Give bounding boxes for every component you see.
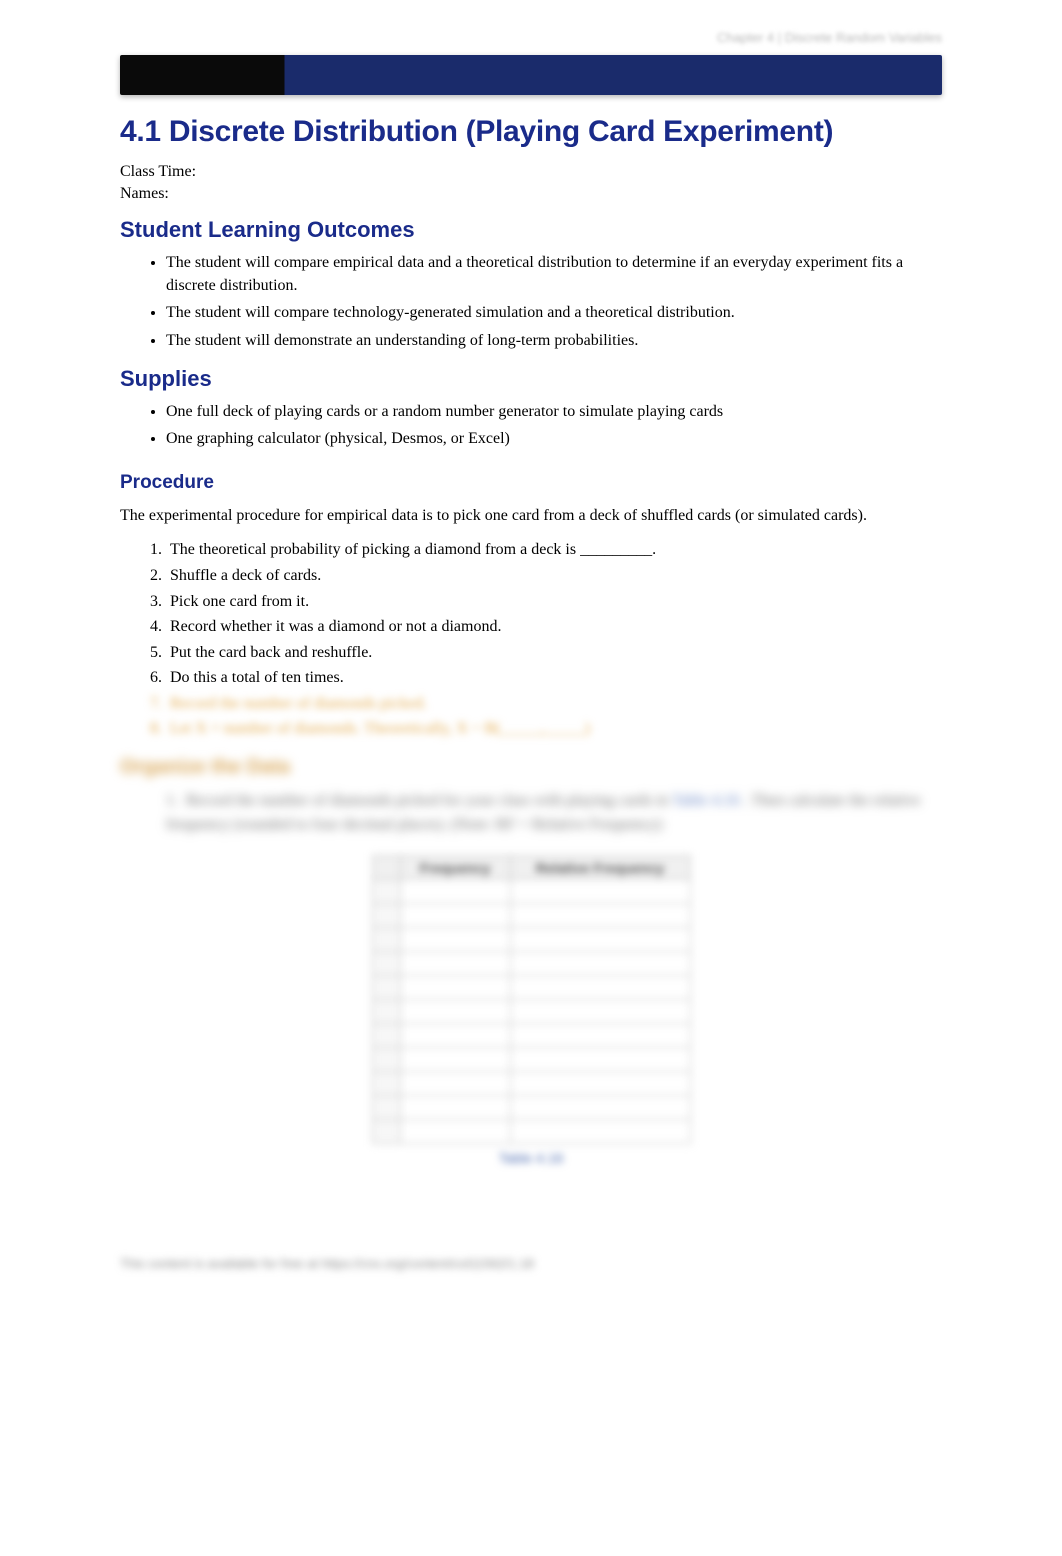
list-item: Put the card back and reshuffle.: [166, 640, 942, 666]
procedure-intro: The experimental procedure for empirical…: [120, 504, 942, 527]
table-row: [372, 1096, 690, 1120]
list-item: Do this a total of ten times.: [166, 665, 942, 691]
organize-heading: Organize the Data: [120, 756, 942, 779]
procedure-steps: The theoretical probability of picking a…: [120, 537, 942, 742]
list-item: Shuffle a deck of cards.: [166, 563, 942, 589]
supplies-list: One full deck of playing cards or a rand…: [120, 400, 942, 450]
chapter-label: Chapter 4 | Discrete Random Variables: [717, 30, 942, 45]
table-row: [372, 976, 690, 1000]
table-row: [372, 1120, 690, 1144]
list-item: Pick one card from it.: [166, 589, 942, 615]
chapter-banner: [120, 55, 942, 95]
supplies-heading: Supplies: [120, 366, 942, 392]
page-title: 4.1 Discrete Distribution (Playing Card …: [120, 115, 942, 149]
table-header-freq: Frequency: [400, 856, 510, 880]
outcomes-list: The student will compare empirical data …: [120, 251, 942, 352]
list-item-blurred: Let X = number of diamonds. Theoreticall…: [166, 716, 942, 742]
names-line: Names:: [120, 185, 942, 203]
table-row: [372, 880, 690, 904]
table-caption: Table 4.16: [120, 1150, 942, 1166]
list-item: One graphing calculator (physical, Desmo…: [166, 427, 942, 450]
footer-note: This content is available for free at ht…: [0, 1206, 1062, 1271]
table-link[interactable]: Table 4.16: [672, 792, 739, 809]
table-header-idx: [372, 856, 400, 880]
procedure-heading: Procedure: [120, 472, 942, 494]
list-item: The student will compare empirical data …: [166, 251, 942, 297]
list-item-blurred: Record the number of diamonds picked.: [166, 691, 942, 717]
page-body: 4.1 Discrete Distribution (Playing Card …: [0, 55, 1062, 1206]
list-item: The theoretical probability of picking a…: [166, 537, 942, 563]
table-row: [372, 904, 690, 928]
table-row: [372, 1024, 690, 1048]
table-row: [372, 1048, 690, 1072]
list-item: The student will compare technology-gene…: [166, 301, 942, 324]
table-row: [372, 928, 690, 952]
data-table: Frequency Relative Frequency: [372, 855, 691, 1144]
table-header-relfreq: Relative Frequency: [510, 856, 690, 880]
table-row: [372, 1072, 690, 1096]
organize-paragraph: 1. Record the number of diamonds picked …: [120, 789, 942, 837]
list-item: Record whether it was a diamond or not a…: [166, 614, 942, 640]
table-row: [372, 952, 690, 976]
top-bar: Chapter 4 | Discrete Random Variables: [0, 0, 1062, 55]
list-item: One full deck of playing cards or a rand…: [166, 400, 942, 423]
class-time-line: Class Time:: [120, 163, 942, 181]
outcomes-heading: Student Learning Outcomes: [120, 217, 942, 243]
organize-text-a: Record the number of diamonds picked for…: [186, 792, 672, 809]
table-row: [372, 1000, 690, 1024]
data-table-wrap: Frequency Relative Frequency: [120, 855, 942, 1144]
list-item: The student will demonstrate an understa…: [166, 329, 942, 352]
